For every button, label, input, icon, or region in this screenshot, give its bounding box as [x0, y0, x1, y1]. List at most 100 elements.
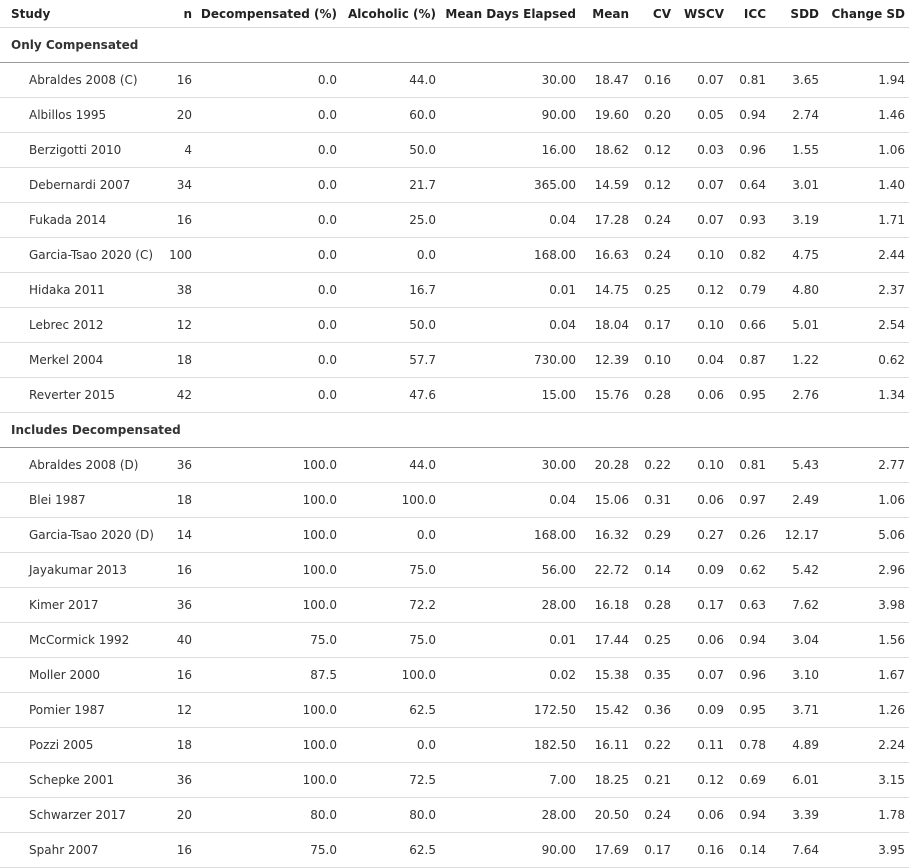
cell-n: 18 [154, 342, 196, 378]
cell-study: Pozzi 2005 [0, 727, 154, 763]
cell-change-sd: 2.44 [823, 237, 909, 273]
cell-decompensated: 75.0 [196, 622, 341, 658]
cell-mean-days-elapsed: 0.02 [440, 657, 580, 693]
cell-study: Garcia-Tsao 2020 (D) [0, 517, 154, 553]
cell-icc: 0.87 [728, 342, 770, 378]
cell-mean: 20.28 [580, 447, 633, 483]
cell-n: 36 [154, 447, 196, 483]
cell-alcoholic: 62.5 [341, 692, 440, 728]
cell-decompensated: 0.0 [196, 237, 341, 273]
cell-n: 38 [154, 272, 196, 308]
cell-sdd: 5.01 [770, 307, 823, 343]
cell-change-sd: 1.06 [823, 132, 909, 168]
cell-mean-days-elapsed: 7.00 [440, 762, 580, 798]
cell-cv: 0.36 [633, 692, 675, 728]
cell-decompensated: 0.0 [196, 307, 341, 343]
cell-change-sd: 1.40 [823, 167, 909, 203]
cell-study: Kimer 2017 [0, 587, 154, 623]
cell-alcoholic: 0.0 [341, 727, 440, 763]
cell-alcoholic: 44.0 [341, 62, 440, 98]
col-header-change-sd: Change SD [823, 0, 909, 28]
cell-wscv: 0.27 [675, 517, 728, 553]
cell-sdd: 5.42 [770, 552, 823, 588]
cell-icc: 0.97 [728, 482, 770, 518]
cell-wscv: 0.06 [675, 622, 728, 658]
cell-mean-days-elapsed: 168.00 [440, 237, 580, 273]
cell-change-sd: 3.15 [823, 762, 909, 798]
cell-icc: 0.93 [728, 202, 770, 238]
cell-wscv: 0.12 [675, 272, 728, 308]
cell-wscv: 0.06 [675, 797, 728, 833]
cell-icc: 0.64 [728, 167, 770, 203]
cell-cv: 0.25 [633, 622, 675, 658]
cell-decompensated: 87.5 [196, 657, 341, 693]
cell-n: 16 [154, 657, 196, 693]
col-header-alcoholic: Alcoholic (%) [341, 0, 440, 28]
cell-decompensated: 0.0 [196, 342, 341, 378]
table-row: Fukada 2014 16 0.0 25.0 0.04 17.28 0.24 0.07 0.9… [0, 202, 909, 238]
cell-decompensated: 100.0 [196, 762, 341, 798]
cell-change-sd: 1.06 [823, 482, 909, 518]
cell-mean: 15.06 [580, 482, 633, 518]
cell-mean-days-elapsed: 0.04 [440, 307, 580, 343]
cell-study: Blei 1987 [0, 482, 154, 518]
cell-mean-days-elapsed: 365.00 [440, 167, 580, 203]
cell-wscv: 0.10 [675, 237, 728, 273]
col-header-cv: CV [633, 0, 675, 28]
cell-cv: 0.25 [633, 272, 675, 308]
cell-wscv: 0.09 [675, 552, 728, 588]
cell-cv: 0.17 [633, 307, 675, 343]
cell-alcoholic: 100.0 [341, 482, 440, 518]
col-header-decompensated: Decompensated (%) [196, 0, 341, 28]
cell-study: Schepke 2001 [0, 762, 154, 798]
cell-icc: 0.26 [728, 517, 770, 553]
table-row: Abraldes 2008 (D) 36 100.0 44.0 30.00 20.28 0.… [0, 447, 909, 483]
cell-sdd: 1.55 [770, 132, 823, 168]
cell-change-sd: 2.24 [823, 727, 909, 763]
table-row: Spahr 2007 16 75.0 62.5 90.00 17.69 0.17 0.16 0.… [0, 832, 909, 868]
cell-alcoholic: 57.7 [341, 342, 440, 378]
cell-change-sd: 2.54 [823, 307, 909, 343]
cell-mean: 18.04 [580, 307, 633, 343]
cell-decompensated: 0.0 [196, 167, 341, 203]
cell-mean: 15.42 [580, 692, 633, 728]
cell-n: 40 [154, 622, 196, 658]
cell-decompensated: 100.0 [196, 727, 341, 763]
cell-n: 18 [154, 482, 196, 518]
cell-alcoholic: 44.0 [341, 447, 440, 483]
group-header-row: Includes Decompensated [0, 412, 909, 448]
cell-n: 16 [154, 62, 196, 98]
cell-change-sd: 1.71 [823, 202, 909, 238]
col-header-mean-days-elapsed: Mean Days Elapsed [440, 0, 580, 28]
cell-change-sd: 0.62 [823, 342, 909, 378]
col-header-sdd: SDD [770, 0, 823, 28]
cell-mean-days-elapsed: 0.04 [440, 202, 580, 238]
header-row: Study n Decompensated (%) Alcoholic (%) … [0, 0, 909, 28]
cell-decompensated: 100.0 [196, 447, 341, 483]
cell-sdd: 3.39 [770, 797, 823, 833]
cell-n: 16 [154, 202, 196, 238]
cell-cv: 0.29 [633, 517, 675, 553]
cell-mean: 16.63 [580, 237, 633, 273]
table-row: Schepke 2001 36 100.0 72.5 7.00 18.25 0.21 0.12… [0, 762, 909, 798]
cell-study: Moller 2000 [0, 657, 154, 693]
cell-decompensated: 100.0 [196, 482, 341, 518]
cell-icc: 0.14 [728, 832, 770, 868]
cell-sdd: 4.75 [770, 237, 823, 273]
cell-sdd: 7.62 [770, 587, 823, 623]
cell-wscv: 0.07 [675, 202, 728, 238]
cell-mean: 18.62 [580, 132, 633, 168]
cell-study: Hidaka 2011 [0, 272, 154, 308]
cell-sdd: 3.19 [770, 202, 823, 238]
cell-n: 14 [154, 517, 196, 553]
cell-cv: 0.17 [633, 832, 675, 868]
cell-mean-days-elapsed: 30.00 [440, 447, 580, 483]
cell-mean: 15.38 [580, 657, 633, 693]
cell-cv: 0.28 [633, 587, 675, 623]
cell-change-sd: 5.06 [823, 517, 909, 553]
cell-study: Abraldes 2008 (D) [0, 447, 154, 483]
cell-decompensated: 100.0 [196, 692, 341, 728]
cell-cv: 0.20 [633, 97, 675, 133]
cell-mean-days-elapsed: 730.00 [440, 342, 580, 378]
